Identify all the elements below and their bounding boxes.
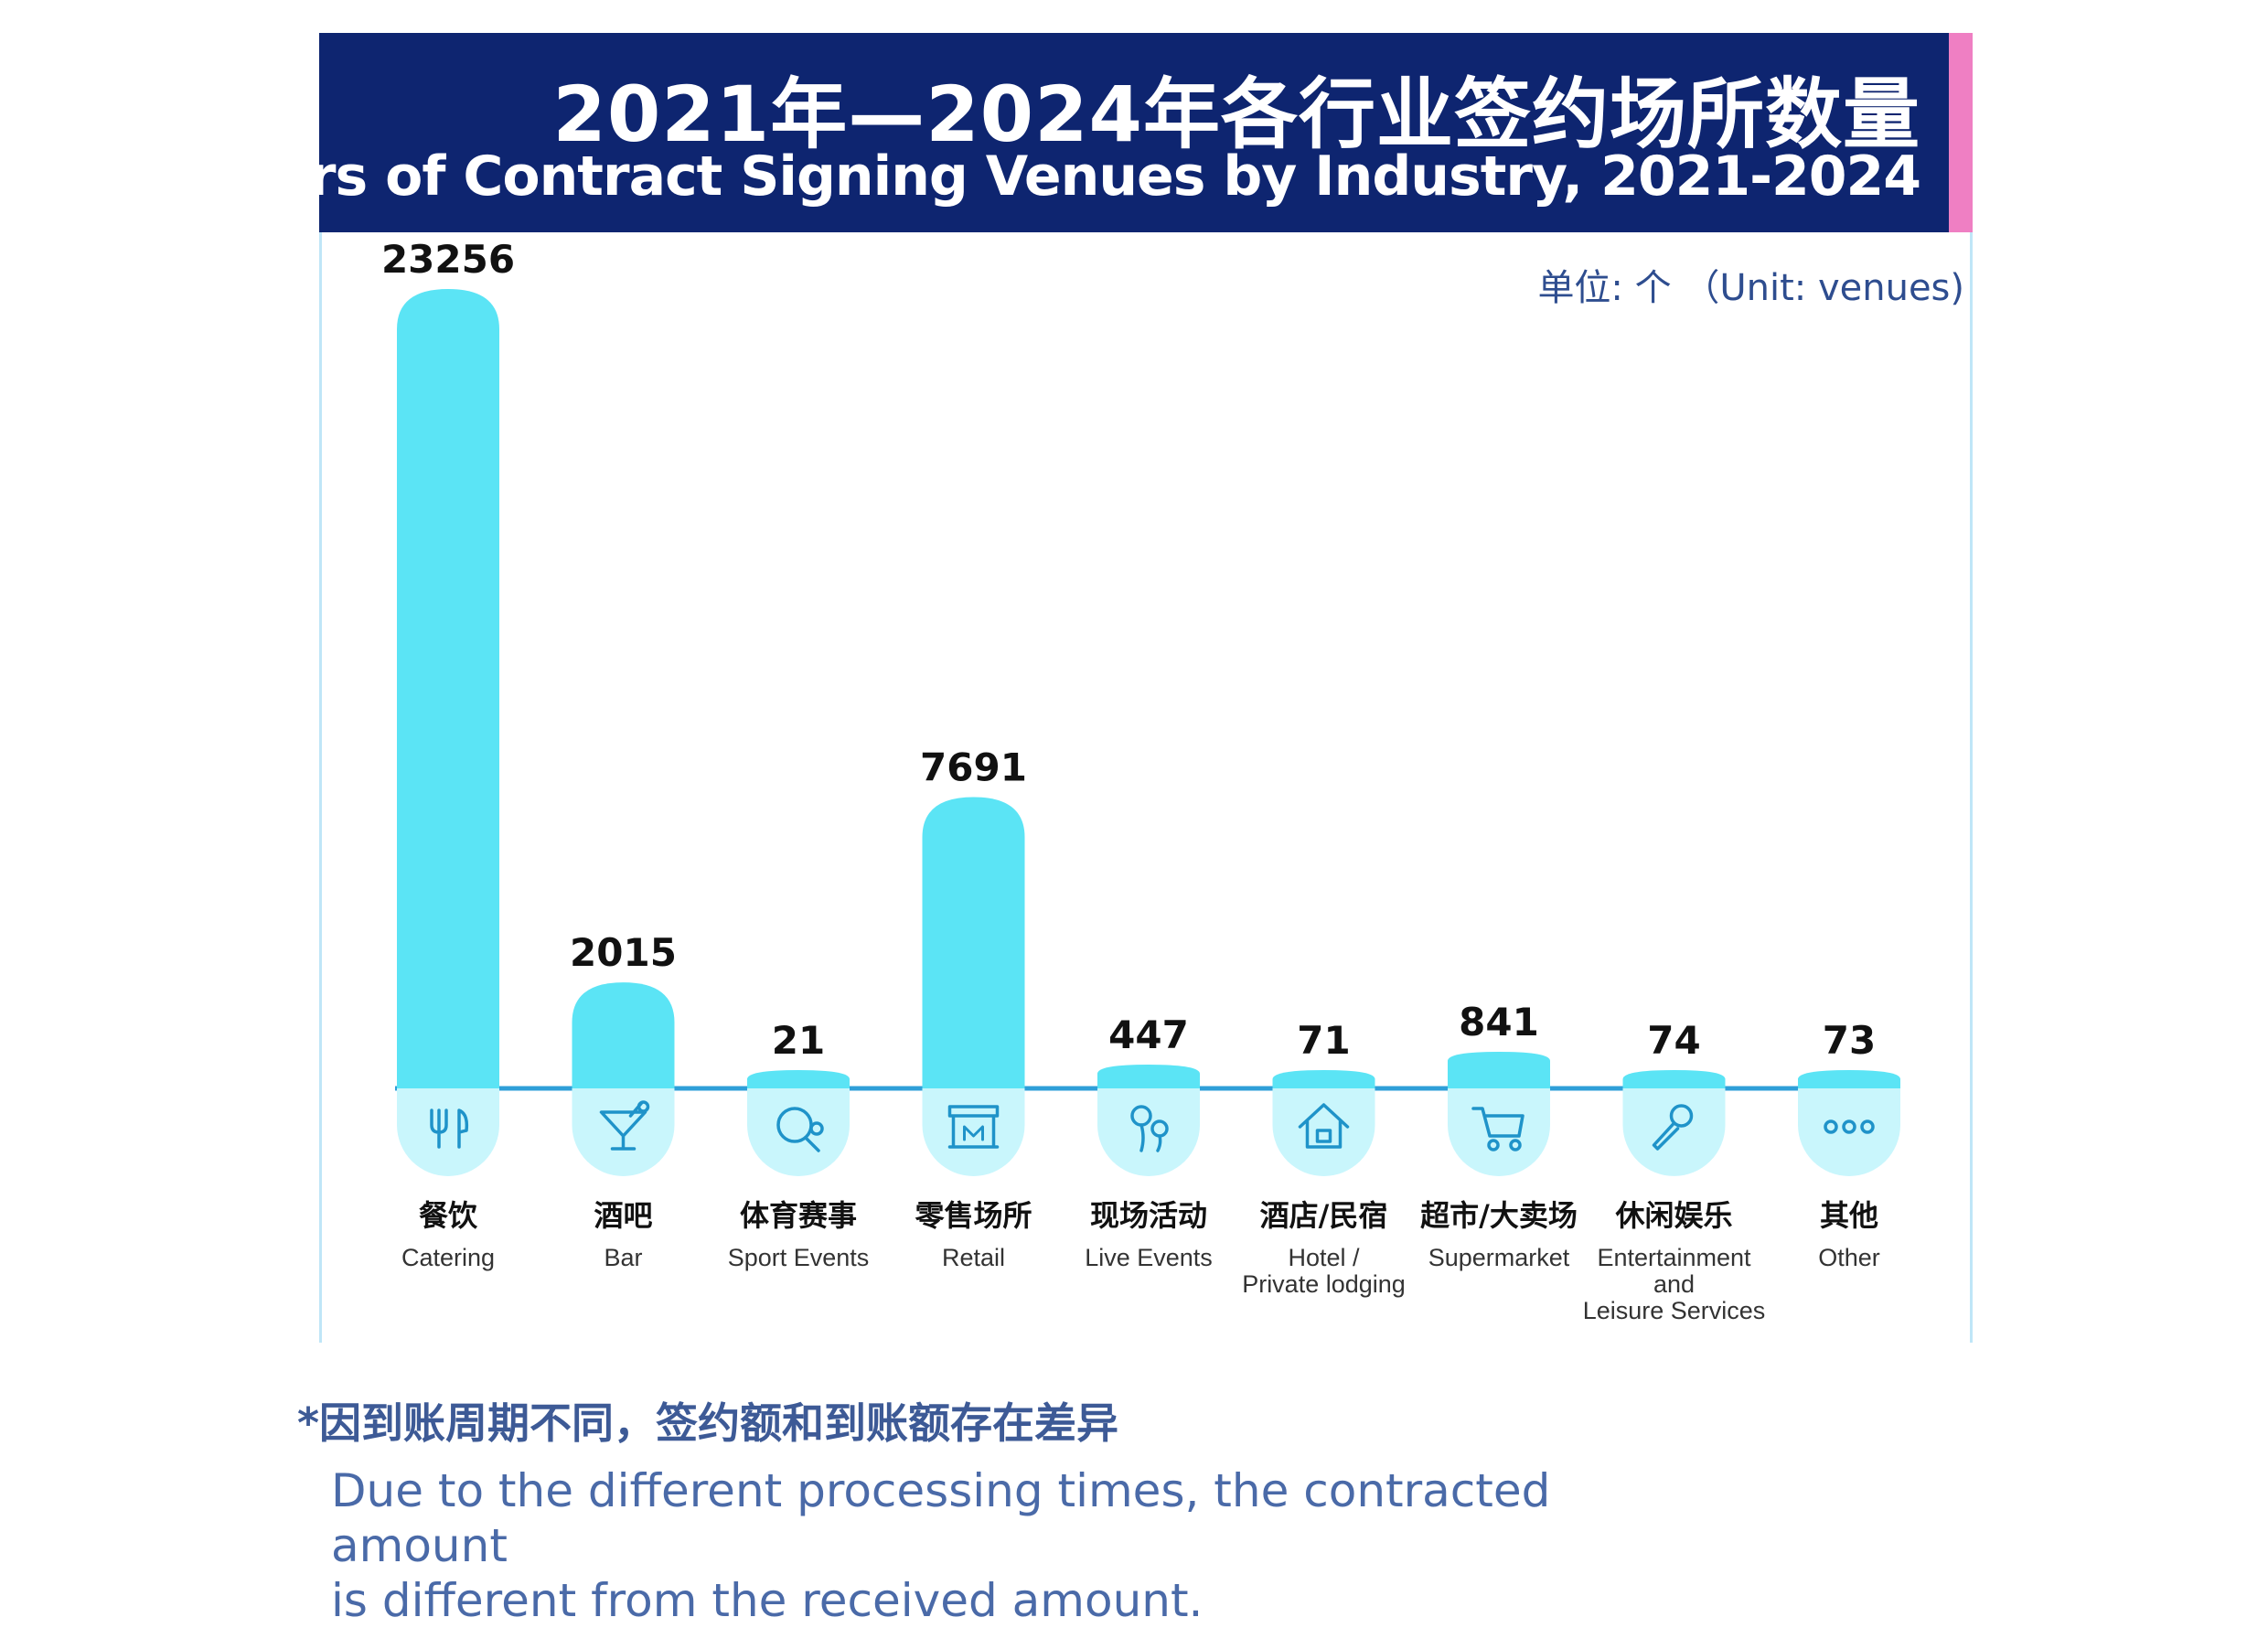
footnote-en: Due to the different processing times, t…	[331, 1463, 1703, 1628]
value-label: 74	[1647, 1018, 1700, 1063]
category-label-en: Hotel /	[1288, 1244, 1360, 1271]
bar-group: 7691 零售场所 Retail	[915, 745, 1032, 1271]
bar-group: 447 现场活动 Live Events	[1085, 1012, 1213, 1271]
bar	[923, 798, 1025, 1088]
footnote-en-line-2: is different from the received amount.	[331, 1573, 1703, 1628]
bar-group: 2015 酒吧 Bar	[570, 930, 677, 1271]
footnote-cn: *因到账周期不同，签约额和到账额存在差异	[297, 1390, 1118, 1451]
bar	[1097, 1065, 1200, 1088]
category-label-en: Catering	[401, 1244, 495, 1271]
bar-group: 71 酒店/民宿 Hotel /Private lodging	[1242, 1018, 1406, 1298]
bar	[1798, 1070, 1900, 1088]
category-label-cn: 现场活动	[1090, 1198, 1207, 1233]
bar-base	[747, 1088, 850, 1176]
footnote-en-line-1: Due to the different processing times, t…	[331, 1463, 1703, 1573]
value-label: 841	[1459, 1000, 1539, 1044]
category-label-cn: 酒店/民宿	[1260, 1198, 1388, 1233]
value-label: 7691	[920, 745, 1027, 790]
bar-base	[923, 1088, 1025, 1176]
category-label-en: Bar	[604, 1244, 642, 1271]
category-label-en: Live Events	[1085, 1244, 1213, 1271]
category-label-cn: 休闲娱乐	[1614, 1198, 1732, 1233]
bar-group: 73 其他 Other	[1798, 1018, 1900, 1271]
bar-chart: 23256 餐饮 Catering 2015 酒吧 Bar 21 体育赛事 Sport Even…	[0, 0, 2268, 1372]
category-label-cn: 超市/大卖场	[1420, 1198, 1578, 1233]
category-label-en: Supermarket	[1428, 1244, 1570, 1271]
bar	[397, 289, 499, 1088]
bar-group: 23256 餐饮 Catering	[381, 237, 515, 1271]
bar	[1623, 1070, 1726, 1088]
value-label: 73	[1823, 1018, 1876, 1063]
bar-base	[572, 1088, 675, 1176]
category-label-en: and	[1653, 1270, 1695, 1298]
category-label-cn: 酒吧	[594, 1198, 652, 1233]
category-label-en: Private lodging	[1242, 1270, 1406, 1298]
category-label-cn: 餐饮	[419, 1198, 478, 1233]
category-label-en: Entertainment	[1597, 1244, 1751, 1271]
bar-base	[1097, 1088, 1200, 1176]
bar-base	[1448, 1088, 1550, 1176]
bar-group: 841 超市/大卖场 Supermarket	[1420, 1000, 1578, 1271]
value-label: 2015	[570, 930, 677, 975]
bar	[747, 1070, 850, 1088]
bar-base	[1273, 1088, 1375, 1176]
category-label-cn: 零售场所	[915, 1198, 1032, 1233]
bar	[1448, 1052, 1550, 1088]
category-label-en: Leisure Services	[1583, 1297, 1766, 1324]
value-label: 23256	[381, 237, 515, 282]
bar	[572, 982, 675, 1088]
bar	[1273, 1070, 1375, 1088]
value-label: 71	[1297, 1018, 1350, 1063]
value-label: 447	[1108, 1012, 1189, 1057]
value-label: 21	[772, 1018, 825, 1063]
category-label-en: Sport Events	[728, 1244, 870, 1271]
category-label-en: Other	[1818, 1244, 1880, 1271]
bar-group: 21 体育赛事 Sport Events	[728, 1018, 870, 1271]
bar-base	[397, 1088, 499, 1176]
category-label-en: Retail	[942, 1244, 1005, 1271]
category-label-cn: 其他	[1820, 1198, 1878, 1233]
category-label-cn: 体育赛事	[740, 1198, 857, 1233]
